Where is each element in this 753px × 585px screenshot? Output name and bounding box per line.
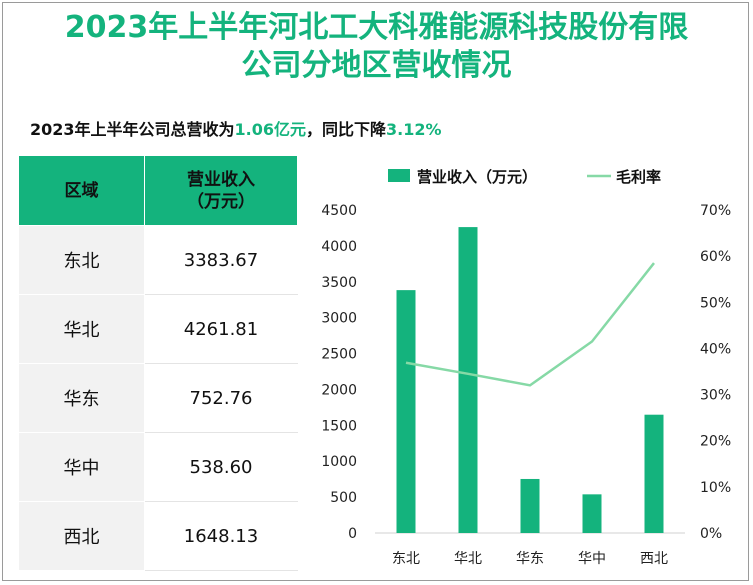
header-revenue: 营业收入 （万元） xyxy=(145,156,298,226)
x-tick-label: 东北 xyxy=(392,551,420,567)
table-row: 西北 1648.13 xyxy=(19,502,298,571)
legend-label-revenue: 营业收入（万元） xyxy=(417,168,537,186)
summary-prefix: 2023年上半年公司总营收为 xyxy=(30,120,235,139)
header-region: 区域 xyxy=(19,156,145,226)
margin-line xyxy=(406,263,654,385)
table-row: 华北 4261.81 xyxy=(19,295,298,364)
y-right-tick-label: 10% xyxy=(700,480,731,496)
revenue-cell: 752.76 xyxy=(145,364,298,433)
region-revenue-table: 区域 营业收入 （万元） 东北 3383.67 华北 4261.81 华东 75… xyxy=(18,155,298,571)
y-left-tick-label: 500 xyxy=(330,490,357,506)
region-cell: 华北 xyxy=(19,295,145,364)
revenue-cell: 1648.13 xyxy=(145,502,298,571)
bar-华东 xyxy=(521,479,540,533)
revenue-cell: 3383.67 xyxy=(145,226,298,295)
y-left-tick-label: 2000 xyxy=(321,382,357,398)
page-title-line1: 2023年上半年河北工大科雅能源科技股份有限 xyxy=(0,10,753,46)
legend-bar-swatch xyxy=(388,169,410,182)
y-right-tick-label: 60% xyxy=(700,249,731,265)
revenue-cell: 4261.81 xyxy=(145,295,298,364)
region-cell: 华东 xyxy=(19,364,145,433)
summary-revenue: 1.06亿元 xyxy=(235,120,306,139)
y-left-tick-label: 1000 xyxy=(321,454,357,470)
table-row: 东北 3383.67 xyxy=(19,226,298,295)
table-row: 华东 752.76 xyxy=(19,364,298,433)
y-right-tick-label: 70% xyxy=(700,203,731,219)
summary-change: 3.12% xyxy=(386,120,442,139)
revenue-summary: 2023年上半年公司总营收为1.06亿元，同比下降3.12% xyxy=(30,116,442,140)
x-tick-label: 华北 xyxy=(454,551,482,567)
legend-label-margin: 毛利率 xyxy=(616,168,661,186)
y-right-tick-label: 30% xyxy=(700,388,731,404)
region-cell: 东北 xyxy=(19,226,145,295)
y-left-tick-label: 0 xyxy=(348,526,357,542)
region-cell: 华中 xyxy=(19,433,145,502)
bar-东北 xyxy=(397,290,416,533)
y-left-tick-label: 3500 xyxy=(321,275,357,291)
y-right-tick-label: 0% xyxy=(700,526,722,542)
bar-华中 xyxy=(583,494,602,533)
y-right-tick-label: 40% xyxy=(700,341,731,357)
y-right-tick-label: 20% xyxy=(700,434,731,450)
y-left-tick-label: 2500 xyxy=(321,347,357,363)
y-left-tick-label: 4000 xyxy=(321,239,357,255)
summary-mid: ，同比下降 xyxy=(306,120,386,139)
table-header-row: 区域 营业收入 （万元） xyxy=(19,156,298,226)
y-right-tick-label: 50% xyxy=(700,295,731,311)
table-row: 华中 538.60 xyxy=(19,433,298,502)
page-title-line2: 公司分地区营收情况 xyxy=(0,48,753,84)
y-left-tick-label: 3000 xyxy=(321,311,357,327)
region-cell: 西北 xyxy=(19,502,145,571)
bar-西北 xyxy=(645,415,664,533)
revenue-margin-chart: 0 500 1000 1500 2000 2500 3000 3500 4000 4500 0% 10… xyxy=(300,150,750,580)
x-tick-label: 西北 xyxy=(640,551,668,567)
x-tick-label: 华中 xyxy=(578,551,606,567)
bar-华北 xyxy=(459,227,478,533)
x-tick-label: 华东 xyxy=(516,551,544,567)
revenue-cell: 538.60 xyxy=(145,433,298,502)
y-left-tick-label: 4500 xyxy=(321,203,357,219)
y-left-tick-label: 1500 xyxy=(321,418,357,434)
